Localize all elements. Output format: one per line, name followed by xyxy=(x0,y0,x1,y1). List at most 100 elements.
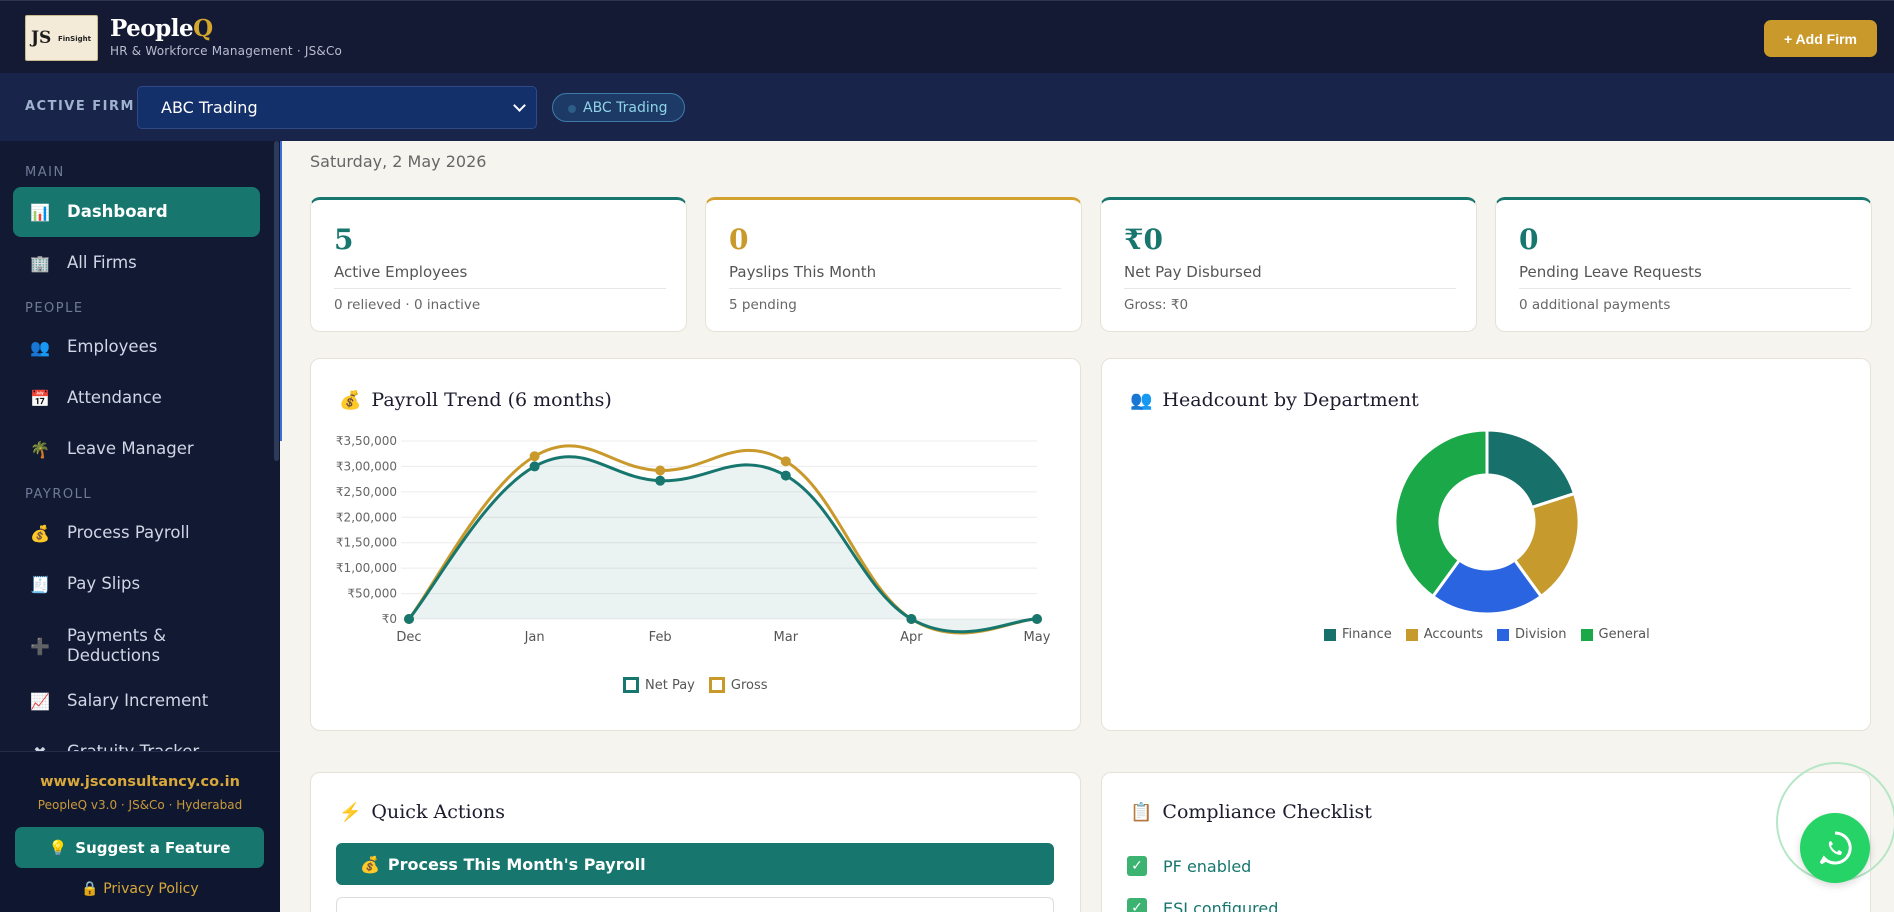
legend-swatch xyxy=(1497,628,1509,641)
stat-subtext: 0 relieved · 0 inactive xyxy=(334,297,481,313)
lightning-icon: ⚡ xyxy=(339,801,362,823)
privacy-policy-link[interactable]: 🔒 Privacy Policy xyxy=(0,881,280,897)
data-point[interactable] xyxy=(404,614,414,624)
legend-swatch xyxy=(1405,628,1418,641)
headcount-legend: Finance Accounts Division General xyxy=(1324,627,1650,642)
headcount-title-text: Headcount by Department xyxy=(1162,389,1419,411)
stat-subtext: Gross: ₹0 xyxy=(1124,297,1189,313)
top-bar: JS FinSight PeopleQ HR & Workforce Manag… xyxy=(0,0,1894,73)
stat-value: 0 xyxy=(1519,223,1539,256)
status-dot-icon xyxy=(568,105,576,113)
payroll-trend-title: 💰 Payroll Trend (6 months) xyxy=(339,389,612,411)
compliance-item-label: ESI configured xyxy=(1163,898,1279,912)
sidebar-item-label: Payments & Deductions xyxy=(67,626,166,665)
check-icon: ✓ xyxy=(1127,898,1147,912)
sidebar-item-dashboard[interactable]: 📊 Dashboard xyxy=(13,187,260,237)
legend-item-gross[interactable]: Gross xyxy=(708,677,768,693)
legend-item-net-pay[interactable]: Net Pay xyxy=(623,677,695,693)
suggest-feature-button[interactable]: 💡 Suggest a Feature xyxy=(15,827,264,868)
app-tagline: HR & Workforce Management · JS&Co xyxy=(110,44,343,58)
data-point[interactable] xyxy=(655,465,666,476)
payroll-trend-legend: Net Pay Gross xyxy=(623,677,768,693)
stat-label: Net Pay Disbursed xyxy=(1124,263,1262,281)
legend-label: Finance xyxy=(1342,627,1392,642)
money-bag-icon: 💰 xyxy=(360,854,380,874)
x-tick-label: Dec xyxy=(396,630,421,645)
sidebar-item-employees[interactable]: 👥 Employees xyxy=(13,322,260,372)
people-icon: 👥 xyxy=(1130,389,1153,411)
headcount-panel: 👥 Headcount by Department Finance Accoun… xyxy=(1101,358,1871,731)
firm-bar: ACTIVE FIRM ABC Trading ABC Trading xyxy=(0,73,1894,141)
sidebar-footer: www.jsconsultancy.co.in PeopleQ v3.0 · J… xyxy=(0,751,280,912)
plus-icon: ➕ xyxy=(30,636,50,656)
version-text: PeopleQ v3.0 · JS&Co · Hyderabad xyxy=(37,798,243,812)
legend-label: General xyxy=(1598,627,1650,642)
data-point[interactable] xyxy=(655,475,666,486)
net-pay-area xyxy=(409,456,1037,632)
stat-value: ₹0 xyxy=(1124,223,1163,256)
sidebar: MAIN 📊 Dashboard 🏢 All Firms PEOPLE 👥 Em… xyxy=(0,141,280,912)
legend-item-division[interactable]: Division xyxy=(1497,627,1567,642)
donut-slice-general[interactable] xyxy=(1393,429,1489,599)
check-icon: ✓ xyxy=(1127,856,1147,876)
sidebar-item-pay-slips[interactable]: 🧾 Pay Slips xyxy=(13,559,260,609)
active-firm-select[interactable]: ABC Trading xyxy=(137,86,537,129)
sidebar-item-attendance[interactable]: 📅 Attendance xyxy=(13,373,260,423)
compliance-panel: 📋 Compliance Checklist ✓ PF enabled ✓ ES… xyxy=(1101,772,1871,912)
y-tick-label: ₹2,00,000 xyxy=(336,510,397,524)
legend-swatch xyxy=(708,677,725,693)
whatsapp-icon xyxy=(1819,831,1852,865)
add-firm-button[interactable]: + Add Firm xyxy=(1764,20,1877,57)
quick-action-secondary[interactable] xyxy=(336,897,1054,912)
lightbulb-icon: 💡 xyxy=(48,838,68,857)
data-point[interactable] xyxy=(780,456,791,467)
sidebar-item-salary-increment[interactable]: 📈 Salary Increment xyxy=(13,676,260,726)
compliance-item-label: PF enabled xyxy=(1163,856,1252,876)
calendar-icon: 📅 xyxy=(30,388,50,408)
legend-label: Division xyxy=(1515,627,1567,642)
whatsapp-button[interactable] xyxy=(1800,813,1870,883)
y-tick-label: ₹3,00,000 xyxy=(336,459,397,473)
process-payroll-button[interactable]: 💰 Process This Month's Payroll xyxy=(336,843,1054,885)
x-tick-label: Apr xyxy=(900,630,923,645)
firm-logo: JS FinSight xyxy=(25,15,98,61)
data-point[interactable] xyxy=(780,470,791,481)
bar-chart-icon: 📊 xyxy=(30,202,50,222)
clipboard-icon: 📋 xyxy=(1130,801,1153,823)
app-title-main: People xyxy=(110,15,194,42)
active-firm-badge-label: ABC Trading xyxy=(583,99,668,116)
stat-card-net-pay: ₹0 Net Pay Disbursed Gross: ₹0 xyxy=(1100,197,1477,332)
sidebar-item-label: Salary Increment xyxy=(67,691,209,710)
stat-label: Active Employees xyxy=(334,263,468,281)
quick-actions-title: ⚡ Quick Actions xyxy=(339,801,505,823)
data-point[interactable] xyxy=(1032,614,1042,624)
legend-item-general[interactable]: General xyxy=(1580,627,1650,642)
building-icon: 🏢 xyxy=(30,253,50,273)
active-firm-value: ABC Trading xyxy=(161,98,258,117)
sidebar-item-process-payroll[interactable]: 💰 Process Payroll xyxy=(13,508,260,558)
data-point[interactable] xyxy=(529,461,540,472)
data-point[interactable] xyxy=(906,614,917,624)
quick-actions-panel: ⚡ Quick Actions 💰 Process This Month's P… xyxy=(310,772,1081,912)
compliance-item-esi: ✓ ESI configured xyxy=(1127,898,1278,912)
donut-slice-finance[interactable] xyxy=(1485,429,1577,510)
main-scrollbar[interactable] xyxy=(280,141,282,441)
divider xyxy=(1124,288,1456,289)
data-point[interactable] xyxy=(529,451,540,462)
palm-tree-icon: 🌴 xyxy=(30,439,50,459)
legend-label: Gross xyxy=(730,677,768,693)
sidebar-item-payments-deductions[interactable]: ➕ Payments & Deductions xyxy=(13,618,260,674)
legend-label: Net Pay xyxy=(645,677,695,693)
sidebar-item-all-firms[interactable]: 🏢 All Firms xyxy=(13,238,260,288)
trend-up-icon: 📈 xyxy=(30,691,50,711)
stat-card-active-employees: 5 Active Employees 0 relieved · 0 inacti… xyxy=(310,197,687,332)
legend-label: Accounts xyxy=(1423,627,1483,642)
website-link[interactable]: www.jsconsultancy.co.in xyxy=(40,774,240,790)
sidebar-item-leave-manager[interactable]: 🌴 Leave Manager xyxy=(13,424,260,474)
x-tick-label: Jan xyxy=(524,630,545,645)
legend-item-finance[interactable]: Finance xyxy=(1324,627,1392,642)
legend-item-accounts[interactable]: Accounts xyxy=(1405,627,1483,642)
sidebar-item-label: All Firms xyxy=(67,253,137,272)
sidebar-item-label: Employees xyxy=(67,337,158,356)
sidebar-scrollbar[interactable] xyxy=(274,141,279,461)
